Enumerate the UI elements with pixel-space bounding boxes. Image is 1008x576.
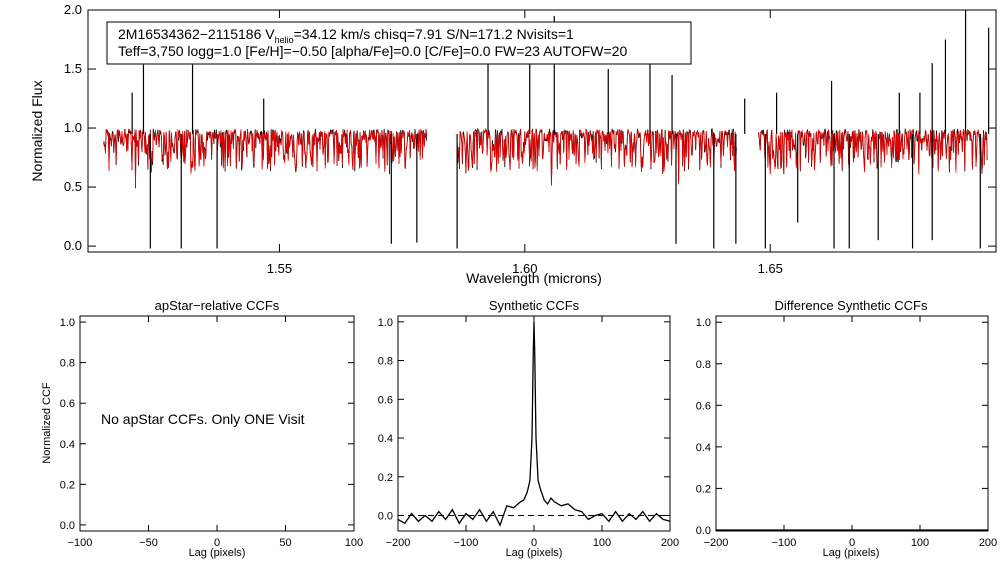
apstar-ccf-x-tick-labels: −100 −50 0 50 100 (68, 537, 364, 549)
model-spectrum-series (103, 127, 988, 189)
y-tick-label: 0.5 (64, 179, 82, 194)
x-tick-label: −200 (704, 537, 729, 549)
x-tick-label: −200 (386, 537, 411, 549)
x-tick-label: −100 (772, 537, 797, 549)
x-tick-label: 100 (345, 537, 363, 549)
model-spectrum-line (456, 127, 737, 186)
difference-ccf-x-axis-label: Lag (pixels) (823, 547, 880, 559)
x-tick-label: 1.60 (512, 261, 537, 276)
difference-ccf-title: Difference Synthetic CCFs (775, 298, 928, 313)
y-tick-label: 1.0 (696, 317, 711, 329)
apstar-ccf-x-axis-label: Lag (pixels) (189, 547, 246, 559)
y-tick-label: 0.8 (60, 358, 75, 370)
x-tick-label: −50 (139, 537, 158, 549)
x-tick-label: −100 (454, 537, 479, 549)
x-tick-label: 0 (214, 537, 220, 549)
spectrum-spike-marks (131, 10, 990, 249)
synthetic-ccf-panel: Synthetic CCFs −200 −100 0 100 200 0.0 0.2 0.4… (378, 298, 679, 559)
y-tick-label: 0.4 (60, 439, 75, 451)
y-tick-label: 0.0 (60, 520, 75, 532)
x-tick-label: 100 (593, 537, 611, 549)
info-vhelio-subscript: helio (275, 35, 294, 45)
spectrum-y-axis-label: Normalized Flux (29, 80, 45, 181)
x-tick-label: 100 (911, 537, 929, 549)
y-tick-label: 1.0 (64, 120, 82, 135)
synthetic-ccf-series (397, 321, 671, 527)
info-box-frame (106, 21, 692, 65)
model-spectrum-line (758, 128, 988, 175)
apstar-ccf-annotation: No apStar CCFs. Only ONE Visit (101, 411, 305, 427)
difference-ccf-y-tick-labels: 0.0 0.2 0.4 0.6 0.8 1.0 (696, 317, 711, 537)
info-box-line-1: 2M16534362−2115186 Vhelio=34.12 km/s chi… (118, 26, 574, 45)
x-tick-label: 50 (279, 537, 291, 549)
apstar-ccf-y-axis-label: Normalized CCF (41, 382, 53, 464)
synthetic-ccf-x-tick-labels: −200 −100 0 100 200 (386, 537, 680, 549)
apstar-ccf-ticks (79, 316, 355, 531)
difference-ccf-ticks (715, 316, 989, 531)
spectrum-x-tick-labels: 1.55 1.60 1.65 (267, 261, 783, 276)
difference-ccf-plot-frame (715, 315, 989, 532)
x-tick-label: 200 (979, 537, 997, 549)
y-tick-label: 0.4 (696, 442, 711, 454)
y-tick-label: 0.6 (696, 400, 711, 412)
y-tick-label: 0.2 (60, 479, 75, 491)
spectrum-y-tick-labels: 0.0 0.5 1.0 1.5 2.0 (64, 2, 82, 253)
x-tick-label: 1.55 (267, 261, 292, 276)
y-tick-label: 0.8 (378, 356, 393, 368)
info-star-id: 2M16534362−2115186 V (118, 26, 275, 42)
synthetic-ccf-line (397, 321, 671, 527)
difference-ccf-x-tick-labels: −200 −100 0 100 200 (704, 537, 998, 549)
spectrum-info-box: 2M16534362−2115186 Vhelio=34.12 km/s chi… (106, 21, 692, 65)
y-tick-label: 1.0 (378, 317, 393, 329)
x-tick-label: 1.65 (758, 261, 783, 276)
x-tick-label: −100 (68, 537, 93, 549)
y-tick-label: 0.6 (60, 398, 75, 410)
y-tick-label: 0.2 (696, 483, 711, 495)
x-tick-label: 0 (531, 537, 537, 549)
x-tick-label: 0 (849, 537, 855, 549)
info-box-line-2: Teff=3,750 logg=1.0 [Fe/H]=−0.50 [alpha/… (118, 43, 627, 59)
difference-ccf-panel: Difference Synthetic CCFs −200 −100 0 100 20… (696, 298, 997, 559)
synthetic-ccf-x-axis-label: Lag (pixels) (506, 547, 563, 559)
y-tick-label: 0.2 (378, 472, 393, 484)
spectrum-plot-frame (87, 9, 997, 253)
apstar-ccf-title: apStar−relative CCFs (155, 298, 280, 313)
synthetic-ccf-title: Synthetic CCFs (489, 298, 580, 313)
info-stats: =34.12 km/s chisq=7.91 S/N=171.2 Nvisits… (294, 26, 574, 42)
y-tick-label: 1.0 (60, 317, 75, 329)
y-tick-label: 0.0 (378, 511, 393, 523)
y-tick-label: 1.5 (64, 61, 82, 76)
x-tick-label: 200 (661, 537, 679, 549)
spectrum-x-axis-label: Wavelength (microns) (466, 270, 602, 286)
y-tick-label: 0.4 (378, 433, 393, 445)
y-tick-label: 0.8 (696, 359, 711, 371)
y-tick-label: 2.0 (64, 2, 82, 17)
model-spectrum-line (103, 128, 428, 189)
spectrum-panel: 1.55 1.60 1.65 0.0 0.5 1.0 1.5 2.0 Wavelength … (29, 2, 997, 286)
y-tick-label: 0.6 (378, 394, 393, 406)
apstar-ccf-panel: apStar−relative CCFs −100 −50 0 50 100 0.00.… (41, 298, 363, 559)
y-tick-label: 0.0 (64, 238, 82, 253)
synthetic-ccf-y-tick-labels: 0.0 0.2 0.4 0.6 0.8 1.0 (378, 317, 393, 523)
apstar-ccf-y-tick-labels: 0.0 0.2 0.4 0.6 0.8 1.0 (60, 317, 75, 532)
y-tick-label: 0.0 (696, 525, 711, 537)
spectrum-ticks (88, 9, 996, 252)
